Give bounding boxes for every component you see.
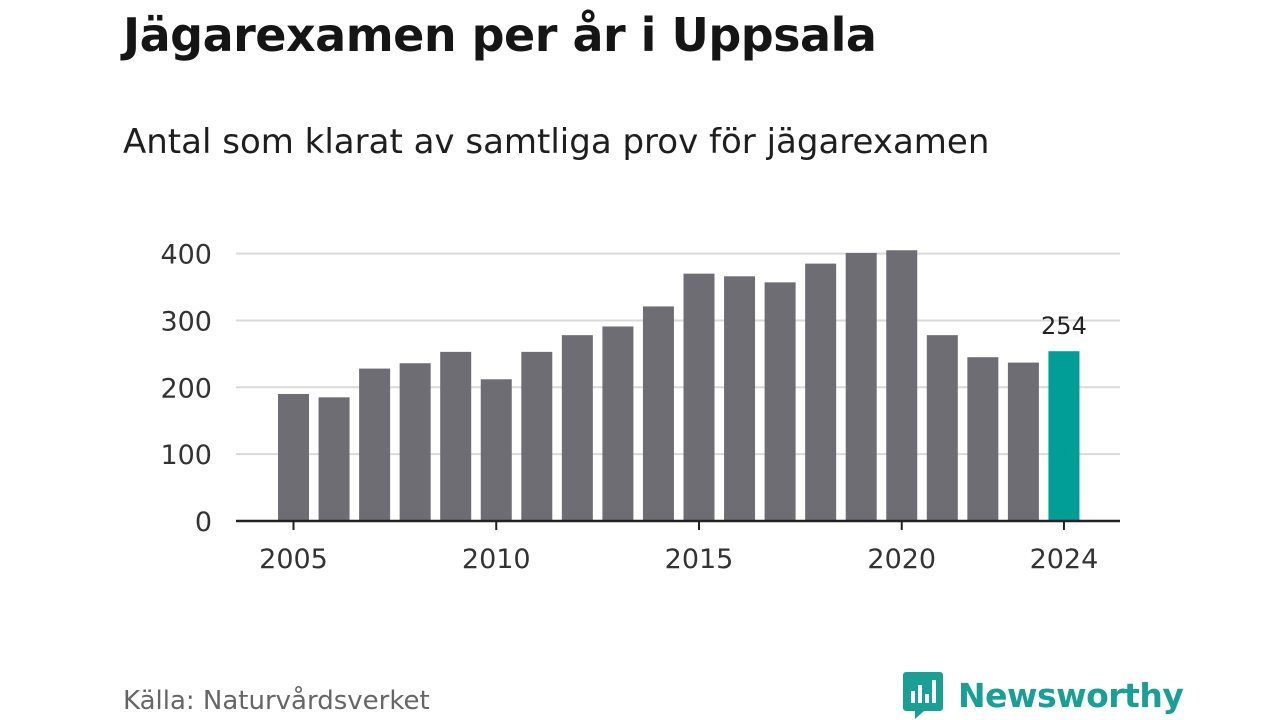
y-tick-label: 400	[160, 240, 212, 271]
bar	[724, 276, 756, 521]
y-tick-label: 200	[160, 373, 212, 404]
bar	[683, 273, 715, 521]
bar	[278, 393, 309, 521]
x-tick-label: 2024	[1030, 544, 1099, 575]
bars	[278, 250, 1080, 521]
bar	[480, 379, 512, 521]
x-tick-label: 2015	[665, 544, 734, 575]
bar	[926, 335, 958, 521]
x-tick-label: 2010	[462, 544, 531, 575]
bar	[886, 250, 918, 521]
newsworthy-logo: Newsworthy	[902, 670, 1184, 720]
bar	[561, 335, 593, 521]
y-tick-label: 300	[160, 306, 212, 337]
x-axis-labels: 2005 2010 2015 2020 2024	[259, 544, 1098, 575]
bar	[764, 282, 796, 521]
newsworthy-logo-text: Newsworthy	[958, 675, 1184, 715]
bar	[805, 263, 837, 521]
y-tick-label: 0	[195, 507, 212, 538]
bar-highlighted	[1048, 351, 1080, 521]
bar	[1007, 362, 1039, 521]
bar	[521, 351, 553, 521]
x-tick-label: 2020	[867, 544, 936, 575]
bar	[602, 326, 634, 521]
chart-title: Jägarexamen per år i Uppsala	[123, 8, 877, 62]
data-labels: 254	[1041, 312, 1087, 340]
bar	[967, 357, 999, 521]
y-tick-label: 100	[160, 440, 212, 471]
bar	[359, 368, 391, 521]
x-tick-label: 2005	[259, 544, 328, 575]
x-axis	[236, 519, 1120, 530]
bar	[440, 351, 472, 521]
source-note: Källa: Naturvårdsverket	[123, 686, 430, 716]
bar	[318, 397, 350, 521]
data-label-highlight: 254	[1041, 312, 1087, 340]
y-axis-labels: 0 100 200 300 400	[160, 240, 212, 538]
bar	[642, 306, 674, 521]
newsworthy-logo-icon	[903, 672, 943, 719]
bar	[845, 252, 877, 521]
bar	[399, 363, 431, 521]
chart-subtitle: Antal som klarat av samtliga prov för jä…	[123, 122, 990, 162]
